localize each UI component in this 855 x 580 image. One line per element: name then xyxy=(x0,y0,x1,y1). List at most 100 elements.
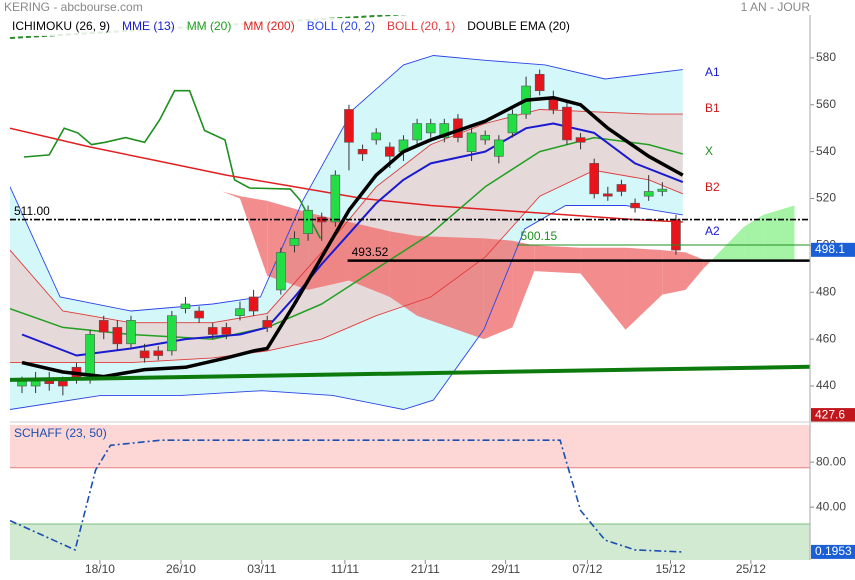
level-label: 511.00 xyxy=(14,204,50,218)
x-tick-label: 21/11 xyxy=(411,562,440,576)
candle-body xyxy=(248,296,259,312)
y-tick-label: 40.00 xyxy=(816,499,846,513)
candle-body xyxy=(17,381,27,387)
candle-body xyxy=(425,123,436,134)
candle-body xyxy=(112,327,123,345)
cloud-fill xyxy=(662,250,686,295)
y-tick-label: 440 xyxy=(816,378,836,392)
candle-body xyxy=(507,113,518,134)
candle-body xyxy=(194,310,204,319)
low-price-box xyxy=(811,408,855,423)
candle-body xyxy=(412,123,422,141)
candle-body xyxy=(643,191,654,197)
chikou-line xyxy=(23,89,322,239)
cloud-fill xyxy=(625,247,663,330)
candle-body xyxy=(207,327,218,335)
candle-body xyxy=(289,238,300,246)
cloud-fill xyxy=(685,252,704,290)
candle-body xyxy=(589,163,599,195)
cloud-fill xyxy=(483,238,513,340)
x-tick-label: 15/12 xyxy=(655,562,685,576)
y-tick-label: 80.00 xyxy=(816,454,846,468)
series-line xyxy=(10,127,683,223)
cloud-fill xyxy=(389,231,418,316)
last-price-box xyxy=(811,242,855,257)
legend-entry: DOUBLE EMA (20) xyxy=(467,19,570,33)
candle-body xyxy=(575,137,586,143)
legend-entry: ICHIMOKU (26, 9) xyxy=(12,19,110,33)
annotation-label: B1 xyxy=(705,101,720,115)
low-price: 427.6 xyxy=(815,407,845,421)
x-tick-label: 26/10 xyxy=(166,562,196,576)
cloud-fill xyxy=(712,226,745,260)
legend-bg xyxy=(10,18,590,36)
level-label: 500.15 xyxy=(521,229,558,243)
candle-body xyxy=(221,327,232,335)
cloud-fill xyxy=(763,205,795,260)
candle-body xyxy=(385,146,395,157)
cloud-fill xyxy=(512,240,535,328)
candle-body xyxy=(480,134,491,141)
candle-body xyxy=(167,315,177,352)
x-tick-label: 03/11 xyxy=(247,562,276,576)
candle-body xyxy=(534,73,545,92)
cloud-fill xyxy=(267,200,309,290)
cloud-fill xyxy=(239,196,268,276)
candle-body xyxy=(139,350,150,359)
candle-body xyxy=(562,106,572,141)
lower-zone xyxy=(10,524,810,560)
legend-entry: MM (200) xyxy=(243,19,294,33)
legend-entry: MM (20) xyxy=(187,19,232,33)
band-line xyxy=(10,205,683,410)
schaff-title: SCHAFF (23, 50) xyxy=(14,426,107,440)
overlay: A1 B1 X B2 A2 ICHIMOKU (26, 9) MME (13) MM (20)… xyxy=(10,18,855,576)
y-tick-label: 460 xyxy=(816,331,836,345)
cloud-fill xyxy=(580,247,626,330)
chart-title: KERING - abcbourse.com xyxy=(4,0,143,14)
chart-subtitle: 1 AN - JOUR xyxy=(741,0,811,14)
x-tick-label: 07/12 xyxy=(572,562,602,576)
candle-body xyxy=(235,308,245,317)
main-panel: 511.00 493.52 500.15 xyxy=(10,15,810,410)
y-tick-label: 540 xyxy=(816,144,836,158)
legend-entry: BOLL (20, 2) xyxy=(307,19,375,33)
candle-body xyxy=(126,320,136,345)
candle-body xyxy=(262,320,273,328)
schaff-last-box xyxy=(811,544,855,559)
schaff-line xyxy=(10,439,682,553)
y-tick-label: 560 xyxy=(816,97,836,111)
level-label: 493.52 xyxy=(352,245,389,259)
candle-body xyxy=(494,139,504,157)
candle-body xyxy=(466,132,477,152)
candle-body xyxy=(153,350,164,356)
candle-body xyxy=(180,303,191,309)
schaff-panel xyxy=(10,425,810,560)
schaff-last: 0.1953 xyxy=(815,544,852,558)
x-tick-label: 18/10 xyxy=(85,562,115,576)
candle-body xyxy=(276,252,286,291)
annotation-label: A1 xyxy=(705,65,720,79)
candle-body xyxy=(98,320,109,333)
last-price: 498.1 xyxy=(815,242,845,256)
candle-body xyxy=(630,202,640,209)
candle-body xyxy=(58,381,68,387)
legend-entry: MME (13) xyxy=(122,19,175,33)
cloud-fill xyxy=(744,214,764,260)
annotation-label: B2 xyxy=(705,180,720,194)
annotation-label: X xyxy=(705,144,713,158)
x-tick-label: 29/11 xyxy=(491,562,520,576)
candle-body xyxy=(330,174,341,223)
candle-body xyxy=(85,334,95,375)
candle-body xyxy=(439,123,450,138)
candle-body xyxy=(603,193,613,197)
y-tick-label: 520 xyxy=(816,191,836,205)
candle-body xyxy=(357,148,368,155)
series-line xyxy=(21,95,684,379)
y-tick-label: 480 xyxy=(816,284,836,298)
candle-body xyxy=(344,109,354,143)
x-tick-label: 25/12 xyxy=(736,562,766,576)
annotation-label: A2 xyxy=(705,224,720,238)
candle-body xyxy=(616,184,627,192)
cloud-fill xyxy=(222,191,240,199)
